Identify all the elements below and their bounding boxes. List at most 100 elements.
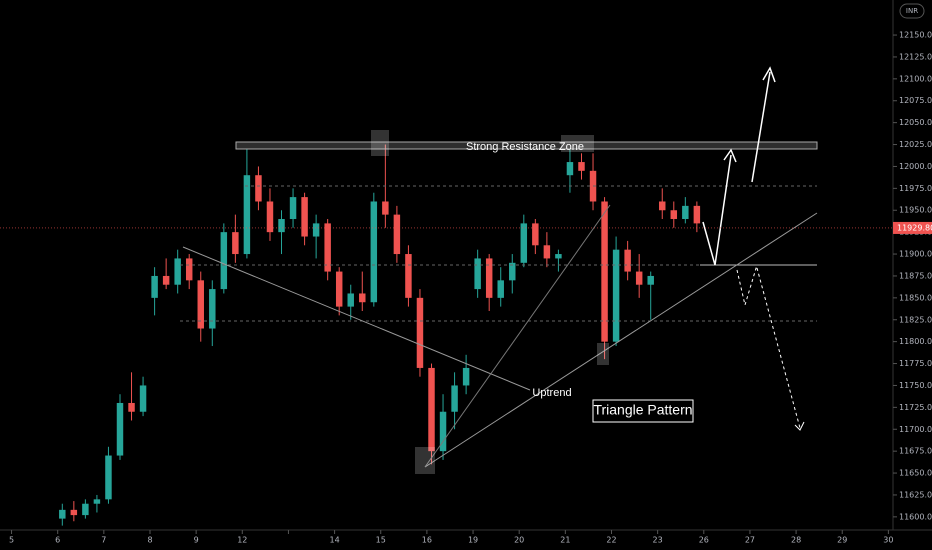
candle-body <box>624 249 631 272</box>
candle-body <box>370 201 378 303</box>
x-tick-label: 29 <box>837 536 847 545</box>
x-tick-label: 22 <box>606 536 616 545</box>
x-tick-label: 7 <box>101 536 106 545</box>
candle-body <box>139 385 147 412</box>
candle-body <box>266 201 274 233</box>
resistance-zone <box>235 141 818 150</box>
pattern-box <box>592 399 694 423</box>
x-tick-label: 16 <box>422 536 432 545</box>
x-tick-label: 12 <box>237 536 247 545</box>
pattern-label: Triangle Pattern <box>593 402 692 418</box>
y-tick-label: 11800.00 <box>899 337 932 346</box>
candle-body <box>462 367 470 386</box>
y-tick-label: 11675.00 <box>899 447 932 456</box>
x-tick-label: 6 <box>55 536 60 545</box>
y-tick-label: 12000.00 <box>899 162 932 171</box>
y-tick-label: 11975.00 <box>899 184 932 193</box>
y-tick-label: 11825.00 <box>899 315 932 324</box>
candle-body <box>220 232 228 290</box>
candle-body <box>578 162 585 171</box>
candle-body <box>82 503 89 516</box>
arrow-head <box>794 421 805 431</box>
y-tick-label: 12125.00 <box>899 52 932 61</box>
candle-body <box>151 275 158 298</box>
y-tick-label: 11750.00 <box>899 381 932 390</box>
candle-body <box>185 258 193 281</box>
candle-body <box>312 223 320 237</box>
candle-body <box>532 223 539 246</box>
y-tick-label: 11850.00 <box>899 293 932 302</box>
candle-body <box>301 197 308 237</box>
candle-body <box>474 258 481 290</box>
bear-arrow <box>756 267 801 429</box>
candle-body <box>278 219 285 233</box>
projection-arrow <box>702 154 732 266</box>
y-tick-label: 11950.00 <box>899 206 932 215</box>
candle-body <box>659 201 666 211</box>
y-tick-label: 11625.00 <box>899 490 932 499</box>
y-tick-label: 11775.00 <box>899 359 932 368</box>
candle-body <box>209 289 216 329</box>
candle-body <box>566 162 574 176</box>
x-tick-label: 19 <box>468 536 478 545</box>
candle-body <box>59 509 66 519</box>
candle-body <box>289 197 297 220</box>
candle-body <box>232 232 239 255</box>
x-tick-label: 27 <box>745 536 755 545</box>
y-tick-label: 11600.00 <box>899 512 932 521</box>
candle-body <box>255 175 262 202</box>
arrow-head <box>762 66 776 83</box>
x-tick-label: 15 <box>376 536 386 545</box>
drawings <box>180 66 818 474</box>
trend-line <box>182 246 531 391</box>
candle-body <box>485 258 493 298</box>
candle-body <box>693 205 701 224</box>
candle-body <box>543 245 551 259</box>
x-tick-label: 8 <box>147 536 152 545</box>
x-tick-label: 9 <box>194 536 199 545</box>
candle-body <box>439 411 447 452</box>
x-tick-label: 14 <box>329 536 339 545</box>
projection-arrow <box>751 71 771 183</box>
highlight-box <box>561 135 594 152</box>
last-price-label: 11929.80 <box>897 223 932 232</box>
candle-body <box>405 254 412 298</box>
candle-body <box>174 258 181 285</box>
uptrend-label: Uptrend <box>532 387 571 399</box>
highlight-box <box>597 343 609 365</box>
y-tick-label: 12050.00 <box>899 118 932 127</box>
trend-line <box>424 204 611 468</box>
candle-body <box>682 205 689 220</box>
candle-body <box>162 275 170 285</box>
y-tick-label: 11700.00 <box>899 425 932 434</box>
y-tick-label: 11875.00 <box>899 271 932 280</box>
highlight-box <box>371 130 389 156</box>
candle-body <box>555 254 562 259</box>
arrow-head <box>723 148 737 163</box>
x-tick-label: 30 <box>883 536 893 545</box>
candle-body <box>670 210 678 220</box>
candle-body <box>105 455 112 500</box>
y-tick-label: 11650.00 <box>899 469 932 478</box>
x-tick-label: 26 <box>699 536 709 545</box>
candle-body <box>509 262 516 281</box>
x-tick-label: 21 <box>560 536 570 545</box>
y-tick-label: 11725.00 <box>899 403 932 412</box>
candle-body <box>601 201 608 342</box>
candle-body <box>324 223 331 272</box>
candle-body <box>635 271 643 285</box>
candle-body <box>428 367 435 452</box>
candle-body <box>70 509 78 516</box>
candle-body <box>197 280 204 329</box>
y-tick-label: 12100.00 <box>899 74 932 83</box>
x-tick-label: 28 <box>791 536 801 545</box>
candle-body <box>359 293 366 303</box>
y-tick-label: 12025.00 <box>899 140 932 149</box>
resistance-label: Strong Resistance Zone <box>466 141 584 153</box>
x-tick-label: 23 <box>653 536 663 545</box>
candle-body <box>335 271 343 307</box>
candle-body <box>128 402 135 412</box>
candle-body <box>647 275 654 285</box>
